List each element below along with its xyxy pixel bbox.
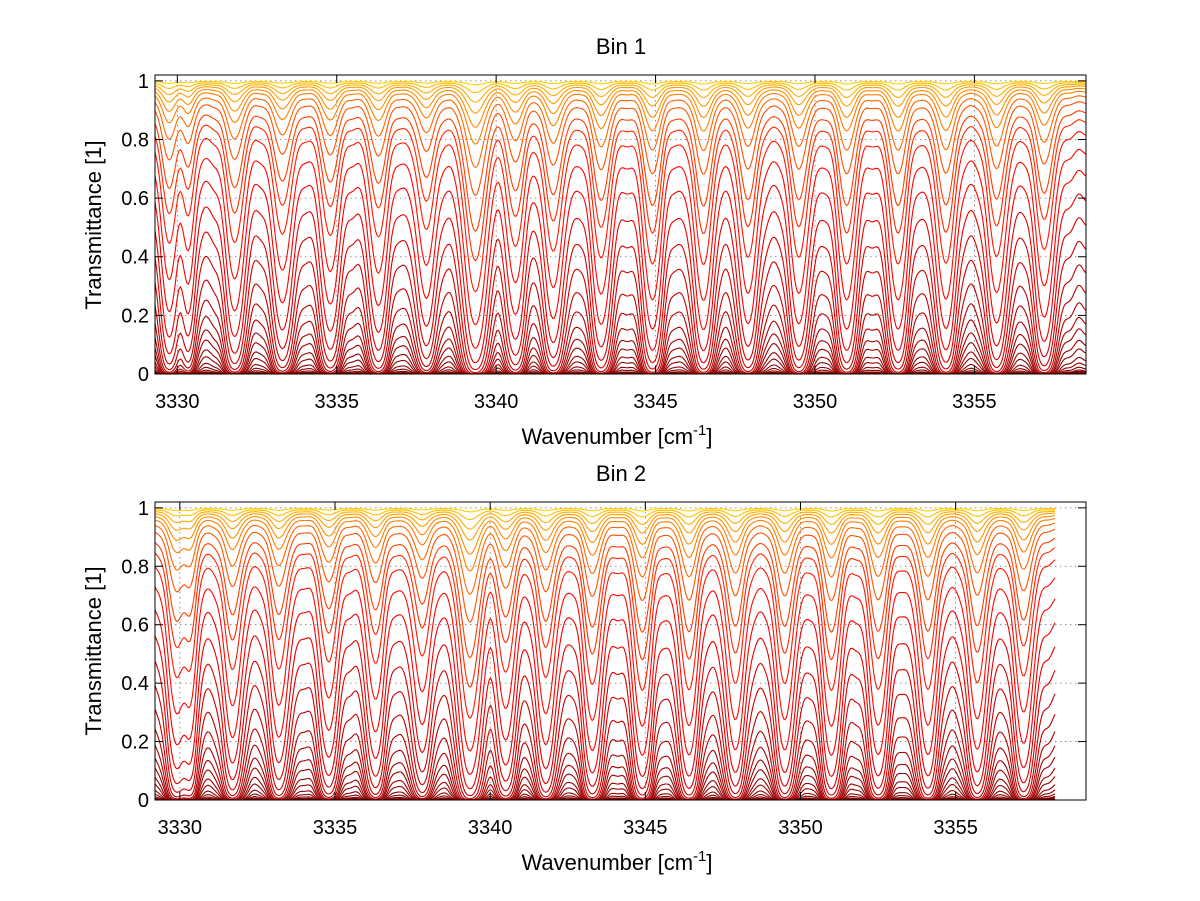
- transmittance-series-line: [154, 328, 1087, 375]
- series-group-bin-1: [154, 80, 1087, 375]
- transmittance-series-line: [154, 80, 1086, 86]
- x-tick-label: 3335: [314, 391, 359, 413]
- transmittance-series-line: [154, 522, 1056, 595]
- y-tick-label: 0.4: [121, 247, 149, 269]
- transmittance-series-line: [154, 101, 1087, 196]
- subplot-bin-1: Bin 1 3330 3335 3340 3345 3350 3355 0 0.2 0.4 0.6…: [81, 34, 1087, 449]
- transmittance-series-line: [154, 646, 1056, 797]
- transmittance-series-line: [154, 559, 1056, 719]
- x-tick-label: 3355: [952, 391, 997, 413]
- transmittance-series-line: [154, 119, 1087, 262]
- transmittance-series-line: [154, 82, 1086, 94]
- transmittance-series-line: [154, 514, 1056, 555]
- transmittance-series-line: [154, 756, 1056, 801]
- transmittance-series-line: [154, 217, 1087, 371]
- x-tick-label: 3335: [313, 817, 358, 839]
- y-tick-label: 0: [138, 364, 149, 386]
- transmittance-series-line: [154, 767, 1056, 801]
- transmittance-series-line: [154, 745, 1056, 801]
- transmittance-series-line: [154, 507, 1055, 513]
- y-axis-label-bin-1: Transmittance [1]: [81, 140, 106, 309]
- transmittance-series-line: [154, 598, 1056, 776]
- y-tick-label: 1: [138, 498, 149, 520]
- x-tick-label: 3350: [793, 391, 838, 413]
- transmittance-series-line: [154, 148, 1087, 326]
- transmittance-series-line: [154, 131, 1087, 293]
- transmittance-series-line: [154, 517, 1056, 572]
- x-tick-label: 3340: [468, 817, 513, 839]
- x-axis-label-bin-1: Wavenumber [cm-1]: [521, 422, 712, 449]
- y-tick-label: 0.8: [121, 129, 149, 151]
- x-tick-label: 3345: [623, 817, 668, 839]
- x-tick-label: 3350: [778, 817, 823, 839]
- x-tick-label: 3330: [158, 817, 203, 839]
- transmittance-series-line: [154, 784, 1056, 801]
- x-tick-label: 3340: [474, 391, 519, 413]
- y-tick-label: 1: [138, 71, 149, 93]
- x-axis-label-bin-2: Wavenumber [cm-1]: [521, 848, 712, 875]
- transmittance-series-line: [154, 169, 1087, 349]
- transmittance-series-line: [155, 509, 1055, 521]
- transmittance-series-line: [154, 670, 1056, 800]
- x-tick-label: 3355: [933, 817, 978, 839]
- transmittance-series-line: [154, 713, 1056, 801]
- y-tick-label: 0.4: [121, 673, 149, 695]
- transmittance-series-line: [154, 85, 1086, 114]
- ticks-bin-1: 3330 3335 3340 3345 3350 3355 0 0.2 0.4 0.6 0.8 1: [121, 71, 1086, 413]
- transmittance-series-line: [154, 193, 1087, 364]
- transmittance-series-line: [154, 537, 1056, 659]
- ticks-bin-2: 3330 3335 3340 3345 3350 3355 0 0.2 0.4 0.6 0.8 1: [121, 498, 1086, 839]
- transmittance-series-line: [154, 348, 1087, 375]
- transmittance-series-line: [154, 622, 1056, 790]
- transmittance-series-line: [154, 693, 1056, 801]
- x-tick-label: 3330: [155, 391, 200, 413]
- x-tick-label: 3345: [633, 391, 678, 413]
- y-tick-label: 0.6: [121, 188, 149, 210]
- transmittance-series-line: [154, 87, 1087, 128]
- transmittance-series-line: [154, 110, 1087, 232]
- transmittance-series-line: [154, 284, 1087, 375]
- transmittance-series-line: [154, 512, 1056, 541]
- transmittance-series-line: [154, 83, 1086, 103]
- transmittance-series-line: [154, 362, 1087, 375]
- transmittance-series-line: [154, 302, 1087, 375]
- subplot-bin-2: Bin 2 3330 3335 3340 3345 3350 3355 0 0.2 0.4 0.6…: [81, 461, 1087, 875]
- transmittance-series-line: [154, 547, 1056, 688]
- y-tick-label: 0: [138, 790, 149, 812]
- series-group-bin-2: [154, 507, 1056, 801]
- transmittance-series-line: [154, 316, 1087, 375]
- y-axis-label-bin-2: Transmittance [1]: [81, 566, 106, 735]
- chart-title-bin-2: Bin 2: [596, 461, 646, 486]
- y-tick-label: 0.2: [121, 305, 149, 327]
- transmittance-series-line: [154, 90, 1087, 145]
- axes-frame-bin-1: [154, 74, 1087, 375]
- transmittance-series-line: [154, 356, 1087, 375]
- transmittance-series-line: [154, 731, 1056, 801]
- transmittance-series-line: [154, 528, 1056, 623]
- transmittance-series-line: [154, 776, 1056, 801]
- transmittance-series-line: [154, 510, 1056, 530]
- y-tick-label: 0.6: [121, 615, 149, 637]
- transmittance-series-line: [154, 339, 1087, 375]
- y-tick-label: 0.8: [121, 556, 149, 578]
- y-tick-label: 0.2: [121, 732, 149, 754]
- chart-title-bin-1: Bin 1: [596, 34, 646, 59]
- transmittance-series-line: [154, 577, 1056, 752]
- axes-frame-bin-2: [154, 501, 1087, 801]
- transmittance-series-line: [154, 95, 1087, 169]
- transmittance-series-line: [154, 240, 1087, 374]
- transmittance-series-line: [154, 264, 1087, 375]
